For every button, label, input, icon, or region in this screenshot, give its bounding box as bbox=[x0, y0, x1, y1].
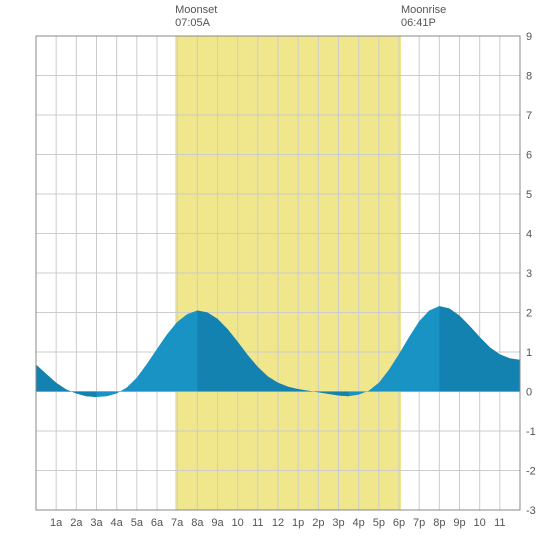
moonset-label: Moonset 07:05A bbox=[175, 4, 217, 30]
y-tick-label: 0 bbox=[526, 387, 532, 399]
x-tick-label: 6p bbox=[393, 517, 405, 529]
x-tick-label: 3p bbox=[332, 517, 344, 529]
x-tick-label: 4p bbox=[353, 517, 365, 529]
x-tick-label: 9a bbox=[211, 517, 224, 529]
moonset-time: 07:05A bbox=[175, 17, 217, 30]
y-tick-label: 7 bbox=[526, 110, 532, 122]
moonrise-title: Moonrise bbox=[401, 4, 446, 17]
x-tick-label: 5p bbox=[373, 517, 385, 529]
x-tick-label: 7p bbox=[413, 517, 425, 529]
x-tick-label: 8a bbox=[191, 517, 204, 529]
chart-svg: 1a2a3a4a5a6a7a8a9a1011121p2p3p4p5p6p7p8p… bbox=[0, 0, 550, 550]
x-tick-label: 8p bbox=[433, 517, 445, 529]
x-tick-label: 4a bbox=[111, 517, 124, 529]
x-tick-label: 10 bbox=[232, 517, 244, 529]
y-tick-label: 9 bbox=[526, 31, 532, 43]
x-tick-label: 9p bbox=[453, 517, 465, 529]
y-tick-label: 6 bbox=[526, 150, 532, 162]
y-tick-label: 5 bbox=[526, 189, 532, 201]
tide-chart: Moonset 07:05A Moonrise 06:41P 1a 2a 3a 4a 5… bbox=[0, 0, 550, 550]
x-tick-label: 2a bbox=[70, 517, 83, 529]
y-tick-label: 8 bbox=[526, 71, 532, 83]
y-tick-label: -3 bbox=[526, 505, 536, 517]
y-tick-label: 1 bbox=[526, 347, 532, 359]
moonset-title: Moonset bbox=[175, 4, 217, 17]
x-tick-label: 10 bbox=[474, 517, 486, 529]
x-tick-label: 1a bbox=[50, 517, 63, 529]
x-tick-label: 7a bbox=[171, 517, 184, 529]
x-tick-label: 6a bbox=[151, 517, 164, 529]
moonrise-label: Moonrise 06:41P bbox=[401, 4, 446, 30]
y-tick-label: -1 bbox=[526, 426, 536, 438]
x-tick-label: 3a bbox=[90, 517, 103, 529]
x-tick-label: 2p bbox=[312, 517, 324, 529]
y-tick-label: 4 bbox=[526, 229, 532, 241]
x-tick-label: 11 bbox=[494, 517, 505, 529]
x-tick-label: 5a bbox=[131, 517, 144, 529]
y-tick-label: -2 bbox=[526, 466, 536, 478]
x-tick-label: 1p bbox=[292, 517, 304, 529]
y-tick-label: 2 bbox=[526, 308, 532, 320]
moonrise-time: 06:41P bbox=[401, 17, 446, 30]
y-tick-label: 3 bbox=[526, 268, 532, 280]
x-tick-label: 12 bbox=[272, 517, 284, 529]
x-tick-label: 11 bbox=[252, 517, 263, 529]
